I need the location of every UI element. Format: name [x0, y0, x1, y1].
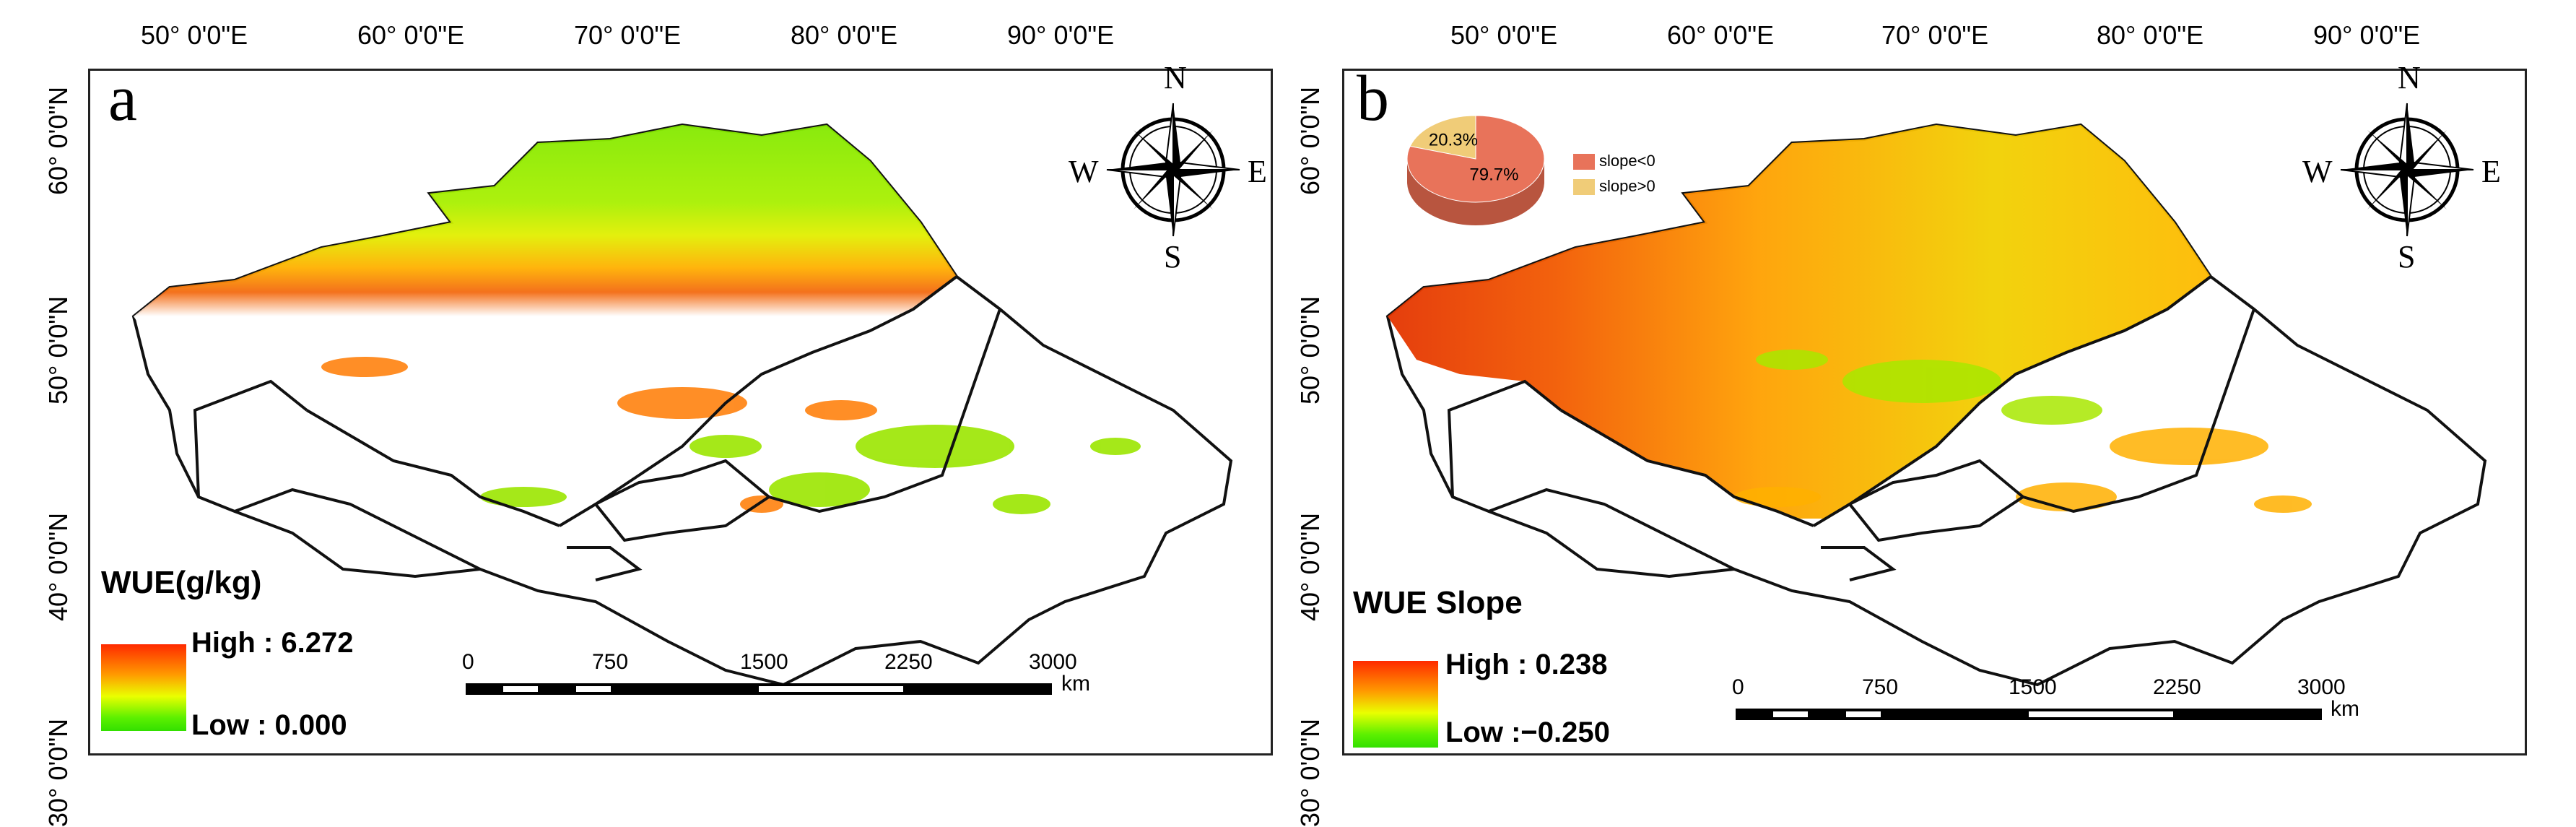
- scale-bar: [466, 683, 1052, 695]
- compass-e: E: [1248, 154, 1267, 189]
- central-asia-map: [131, 123, 1233, 687]
- pie-label-neg: 79.7%: [1469, 165, 1518, 185]
- lon-label-50: 50° 0'0"E: [141, 20, 248, 50]
- scale-bar: [1736, 709, 2322, 720]
- panel-a-letter: a: [108, 63, 137, 134]
- pie-legend-label-neg: slope<0: [1599, 152, 1655, 170]
- map-frame: [1342, 69, 2527, 755]
- legend-title: WUE Slope: [1353, 585, 1523, 620]
- lon-label-80: 80° 0'0"E: [791, 20, 898, 50]
- legend-low: Low :−0.250: [1445, 716, 1610, 748]
- compass-s: S: [2398, 239, 2416, 274]
- lon-label-80: 80° 0'0"E: [2097, 20, 2204, 50]
- legend-high: High : 6.272: [191, 627, 354, 659]
- compass-n: N: [2398, 60, 2421, 95]
- map-frame: [88, 69, 1273, 755]
- pie-label-pos: 20.3%: [1429, 130, 1478, 150]
- scale-tick-2250: 2250: [2153, 675, 2201, 699]
- legend-high: High : 0.238: [1445, 649, 1608, 680]
- lat-label-40: 40° 0'0"N: [1295, 512, 1325, 621]
- lat-label-30: 30° 0'0"N: [43, 718, 73, 827]
- compass-e: E: [2481, 154, 2501, 189]
- pie-legend-pos: slope>0: [1573, 177, 1655, 196]
- panel-b: 50° 0'0"E 60° 0'0"E 70° 0'0"E 80° 0'0"E …: [1288, 0, 2576, 827]
- panel-a: 50° 0'0"E 60° 0'0"E 70° 0'0"E 80° 0'0"E …: [43, 20, 1273, 827]
- compass-rose-icon: [2340, 103, 2474, 237]
- lon-label-60: 60° 0'0"E: [357, 20, 465, 50]
- lon-label-70: 70° 0'0"E: [574, 20, 682, 50]
- lat-label-50: 50° 0'0"N: [43, 295, 73, 404]
- compass-w: W: [2302, 154, 2333, 189]
- pie-legend-label-pos: slope>0: [1599, 177, 1655, 195]
- lat-label-40: 40° 0'0"N: [43, 512, 73, 621]
- compass-s: S: [1164, 239, 1182, 274]
- legend-color-ramp: [1353, 661, 1438, 748]
- pie-slice-neg: [1406, 115, 1545, 203]
- scale-tick-1500: 1500: [2009, 675, 2057, 699]
- pie-swatch-neg: [1573, 154, 1595, 170]
- scale-tick-3000: 3000: [2297, 675, 2346, 699]
- lon-label-70: 70° 0'0"E: [1881, 20, 1989, 50]
- central-asia-map: [1385, 123, 2487, 687]
- scale-tick-0: 0: [1732, 675, 1744, 699]
- scale-tick-750: 750: [592, 650, 629, 674]
- scale-tick-0: 0: [462, 650, 474, 674]
- scale-unit: km: [2331, 697, 2359, 721]
- scale-tick-3000: 3000: [1029, 650, 1077, 674]
- lon-label-50: 50° 0'0"E: [1450, 20, 1558, 50]
- lon-label-90: 90° 0'0"E: [2313, 20, 2421, 50]
- scale-tick-1500: 1500: [740, 650, 788, 674]
- scale-tick-750: 750: [1862, 675, 1899, 699]
- pie-swatch-pos: [1573, 179, 1595, 196]
- legend-color-ramp: [101, 644, 186, 731]
- scale-unit: km: [1061, 672, 1090, 696]
- compass-w: W: [1069, 154, 1099, 189]
- pie-side: [1407, 159, 1544, 225]
- lat-label-50: 50° 0'0"N: [1295, 295, 1325, 404]
- compass-n: N: [1164, 60, 1187, 95]
- lon-label-90: 90° 0'0"E: [1007, 20, 1115, 50]
- legend-low: Low : 0.000: [191, 709, 347, 741]
- lon-label-60: 60° 0'0"E: [1667, 20, 1775, 50]
- legend-title: WUE(g/kg): [101, 565, 262, 600]
- lat-label-30: 30° 0'0"N: [1295, 718, 1325, 827]
- panel-b-letter: b: [1357, 63, 1389, 134]
- lat-label-60: 60° 0'0"N: [43, 86, 73, 195]
- slope-pie-chart: 20.3% 79.7%: [1406, 115, 1545, 225]
- lat-label-60: 60° 0'0"N: [1295, 86, 1325, 195]
- compass-rose-icon: [1106, 103, 1240, 237]
- pie-slice-pos: [1409, 115, 1476, 160]
- scale-tick-2250: 2250: [884, 650, 933, 674]
- pie-legend-neg: slope<0: [1573, 152, 1655, 170]
